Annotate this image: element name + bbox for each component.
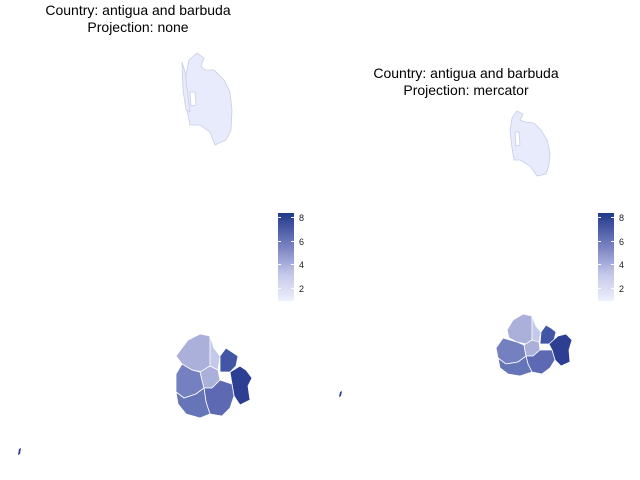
redonda-island (339, 391, 342, 397)
color-legend: 8 6 4 2 (598, 213, 638, 303)
legend-label: 6 (619, 237, 624, 247)
redonda-island (18, 448, 21, 455)
map-svg-mercator (320, 0, 640, 480)
barbuda-region (510, 111, 550, 176)
color-legend: 8 6 4 2 (278, 213, 318, 303)
antigua-parish-st-john-west (507, 314, 533, 344)
legend-label: 6 (299, 237, 304, 247)
legend-label: 2 (299, 284, 304, 294)
map-panel-projection-none: Country: antigua and barbuda Projection:… (0, 0, 320, 480)
legend-label: 4 (619, 260, 624, 270)
legend-label: 8 (299, 213, 304, 223)
antigua-parish-st-john-east (532, 316, 541, 344)
barbuda-region (185, 53, 232, 145)
legend-label: 8 (619, 213, 624, 223)
legend-label: 2 (619, 284, 624, 294)
map-panel-projection-mercator: Country: antigua and barbuda Projection:… (320, 0, 640, 480)
map-svg-none (0, 0, 320, 480)
legend-label: 4 (299, 260, 304, 270)
